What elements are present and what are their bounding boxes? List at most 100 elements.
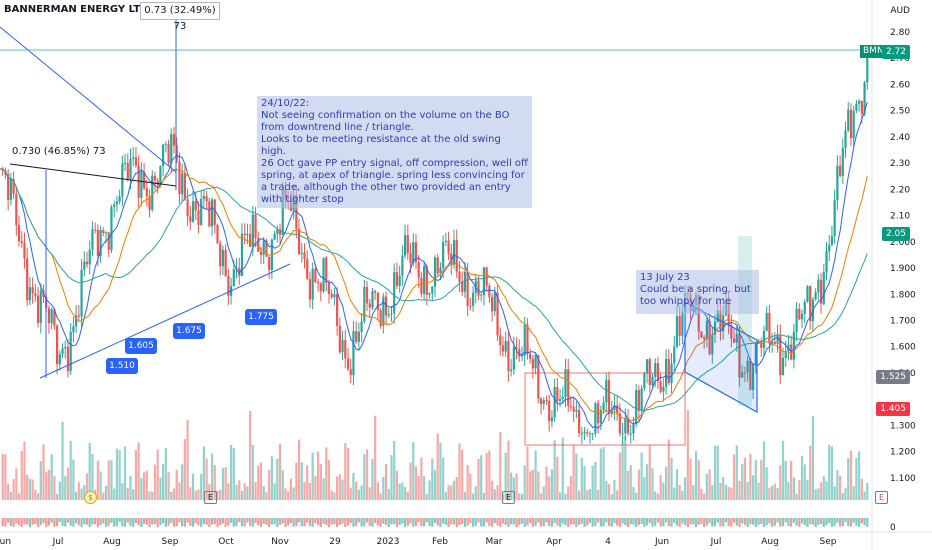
- sub-volume-bar: [17, 518, 21, 526]
- volume-bar: [480, 455, 483, 500]
- sub-volume-bar: [809, 518, 812, 525]
- sub-volume-bar: [77, 518, 80, 526]
- candle-body: [96, 229, 99, 256]
- sub-volume-bar: [428, 518, 431, 526]
- candle-body: [123, 162, 127, 164]
- volume-bar: [866, 482, 869, 500]
- candle-body: [779, 334, 782, 376]
- sub-volume-bar: [151, 518, 154, 525]
- sub-volume-bar: [762, 518, 766, 527]
- volume-bar: [447, 485, 450, 500]
- sub-volume-bar: [240, 518, 244, 527]
- volume-bar: [9, 491, 12, 500]
- sub-volume-bar: [621, 518, 624, 524]
- volume-bar: [746, 481, 749, 500]
- candle-body: [806, 286, 809, 302]
- sub-volume-bar: [507, 518, 510, 527]
- candle-body: [765, 312, 768, 331]
- volume-bar: [675, 469, 679, 500]
- sub-volume-bar: [447, 518, 450, 527]
- sub-volume-bar: [722, 518, 725, 527]
- sub-volume-bar: [113, 518, 116, 527]
- sub-volume-bar: [488, 518, 491, 527]
- candle-body: [338, 325, 341, 353]
- sub-volume-bar: [412, 518, 415, 527]
- volume-bar: [659, 475, 662, 500]
- volume-bar: [216, 490, 219, 500]
- volume-bar: [327, 460, 331, 500]
- earnings-icon[interactable]: E: [204, 491, 217, 504]
- volume-bar: [469, 473, 472, 500]
- sub-volume-bar: [191, 518, 195, 527]
- volume-bar: [355, 481, 358, 500]
- volume-bar: [548, 476, 551, 500]
- note-oct-2022[interactable]: 24/10/22: Not seeing confirmation on the…: [257, 96, 532, 208]
- sub-volume-bar: [564, 518, 567, 526]
- sub-volume-bar: [477, 518, 480, 523]
- volume-bar: [803, 464, 806, 500]
- candle-body: [711, 334, 714, 355]
- candle-body: [414, 242, 418, 263]
- candle-body: [64, 346, 67, 349]
- sub-volume-bar: [537, 518, 540, 523]
- candle-body: [781, 357, 785, 376]
- note-july-2023[interactable]: 13 July 23 Could be a spring. but too wh…: [636, 270, 759, 314]
- sub-volume-bar: [847, 518, 850, 527]
- currency-label[interactable]: AUD: [890, 6, 910, 16]
- sub-volume-bar: [776, 518, 779, 523]
- sub-volume-bar: [610, 518, 613, 527]
- sub-volume-bar: [531, 518, 534, 527]
- candle-body: [262, 240, 265, 255]
- volume-bar: [681, 490, 684, 500]
- volume-bar: [205, 458, 208, 500]
- candle-body: [175, 145, 178, 162]
- earnings-icon[interactable]: E: [502, 491, 515, 504]
- candle-body: [319, 283, 322, 292]
- candle-body: [142, 171, 146, 189]
- volume-bar: [409, 462, 412, 500]
- volume-bar: [760, 459, 763, 500]
- sub-volume-bar: [482, 518, 486, 527]
- candle-body: [648, 359, 651, 386]
- candle-body: [588, 433, 592, 435]
- sub-volume-bar: [107, 518, 110, 526]
- earnings-icon[interactable]: E: [875, 491, 888, 504]
- dividend-icon[interactable]: $: [84, 491, 97, 504]
- candle-body: [550, 417, 554, 422]
- candle-body: [575, 409, 578, 412]
- volume-bar: [550, 469, 554, 500]
- volume-bar: [735, 445, 738, 500]
- candle-body: [594, 403, 597, 434]
- volume-bar: [713, 445, 717, 500]
- price-tick-label: 2.40: [890, 133, 910, 143]
- price-tick-label: 1.900: [890, 264, 916, 274]
- candle-body: [754, 343, 757, 365]
- volume-bar: [591, 465, 594, 500]
- date-tick-label: 29: [329, 537, 341, 547]
- volume-bar: [357, 489, 360, 500]
- sub-volume-bar: [817, 518, 820, 525]
- volume-bar: [673, 487, 676, 500]
- volume-bar: [344, 443, 347, 500]
- sub-volume-bar: [529, 518, 532, 524]
- candle-body: [436, 257, 439, 274]
- volume-bar: [325, 447, 328, 500]
- volume-bar: [4, 454, 7, 500]
- sub-volume-bar: [539, 518, 543, 527]
- volume-bar: [526, 446, 529, 500]
- volume-bar: [249, 411, 252, 500]
- sub-volume-bar: [281, 518, 284, 524]
- sub-volume-bar: [635, 518, 638, 527]
- sub-volume-bar: [83, 518, 86, 525]
- sub-volume-bar: [577, 518, 581, 525]
- candle-body: [80, 269, 83, 317]
- candle-body: [762, 330, 766, 348]
- candle-body: [838, 165, 842, 176]
- candle-body: [409, 252, 412, 263]
- candle-body: [129, 158, 132, 179]
- sub-volume-bar: [724, 518, 728, 523]
- volume-bar: [537, 471, 540, 500]
- candle-body: [732, 338, 736, 343]
- volume-bar: [107, 460, 110, 500]
